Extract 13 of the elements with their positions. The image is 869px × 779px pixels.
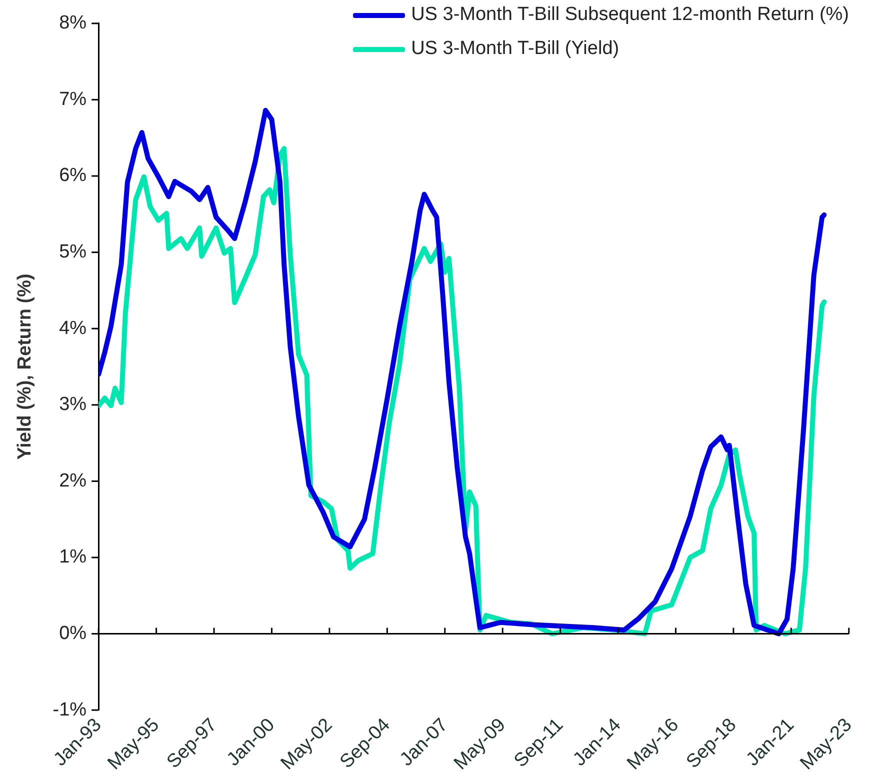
- y-tick-label: 2%: [59, 470, 87, 492]
- y-tick-label: 7%: [59, 88, 87, 110]
- legend-label: US 3-Month T-Bill (Yield): [411, 38, 620, 60]
- y-tick-label: 6%: [59, 165, 87, 186]
- y-tick-label: 8%: [59, 12, 87, 34]
- y-tick-label: 4%: [59, 318, 87, 339]
- y-tick-label: -1%: [52, 699, 87, 720]
- y-tick-label: 0%: [59, 623, 87, 644]
- y-axis-title: Yield (%), Return (%): [14, 274, 36, 460]
- legend-label: US 3-Month T-Bill Subsequent 12-month Return (%): [411, 4, 849, 26]
- y-tick-label: 5%: [59, 242, 87, 263]
- y-tick-label: 3%: [59, 394, 87, 416]
- y-tick-label: 1%: [59, 546, 87, 568]
